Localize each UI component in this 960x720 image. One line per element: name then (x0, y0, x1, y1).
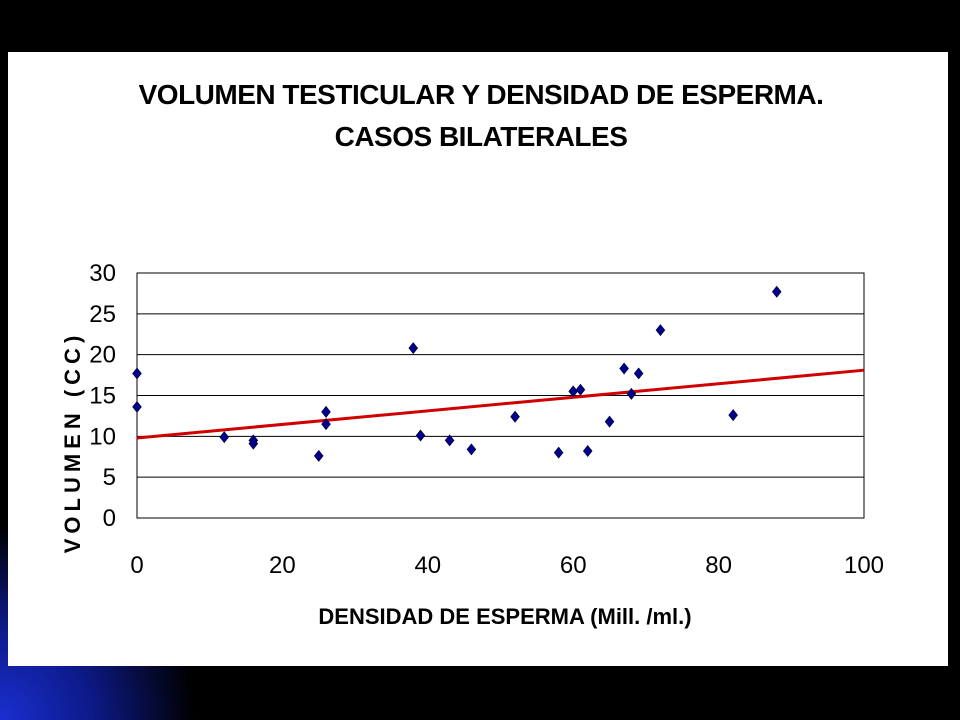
data-point (626, 387, 637, 400)
y-tick-label: 15 (89, 383, 116, 410)
x-tick-label: 60 (560, 552, 587, 579)
data-point (321, 418, 331, 431)
x-axis-title: DENSIDAD DE ESPERMA (Mill. /ml.) (318, 604, 691, 629)
x-tick-label: 100 (844, 552, 884, 579)
data-point (466, 443, 477, 456)
data-point (510, 410, 520, 423)
data-point (313, 449, 324, 462)
data-point (619, 362, 629, 375)
scatter-chart: VOLUMEN TESTICULAR Y DENSIDAD DE ESPERMA… (60, 79, 884, 629)
data-point (553, 446, 564, 459)
y-tick-label: 20 (89, 342, 116, 369)
x-tick-label: 0 (130, 552, 143, 579)
y-tick-label: 30 (89, 260, 116, 287)
y-tick-label: 10 (89, 423, 116, 450)
data-point (655, 324, 666, 337)
x-tick-label: 40 (414, 552, 441, 579)
x-tick-label: 20 (269, 552, 296, 579)
data-points (132, 285, 782, 462)
chart-subtitle: CASOS BILATERALES (335, 121, 628, 152)
slide-panel: VOLUMEN TESTICULAR Y DENSIDAD DE ESPERMA… (8, 52, 948, 666)
data-point (415, 429, 426, 442)
data-point (132, 367, 142, 380)
data-point (582, 445, 593, 458)
y-tick-label: 25 (89, 301, 116, 328)
data-point (444, 434, 455, 447)
data-point (219, 431, 230, 444)
y-tick-label: 5 (103, 464, 116, 491)
data-point (604, 415, 615, 428)
plot-area-frame (136, 272, 865, 519)
data-point (771, 285, 782, 298)
gridlines (137, 272, 864, 519)
data-point (633, 367, 644, 380)
data-point (248, 437, 259, 450)
data-point (575, 383, 586, 396)
x-tick-labels: 0 20 40 60 80 100 (130, 552, 884, 579)
chart-title: VOLUMEN TESTICULAR Y DENSIDAD DE ESPERMA… (139, 79, 824, 110)
trendline (136, 368, 865, 440)
data-point (132, 400, 142, 413)
data-point (408, 342, 419, 355)
data-point (321, 405, 331, 418)
x-tick-label: 80 (705, 552, 732, 579)
data-point (728, 409, 738, 422)
y-tick-label: 0 (103, 505, 116, 532)
y-tick-labels: 0 5 10 15 20 25 30 (89, 260, 116, 532)
y-axis-title: VOLUMEN (CC) (60, 331, 85, 554)
